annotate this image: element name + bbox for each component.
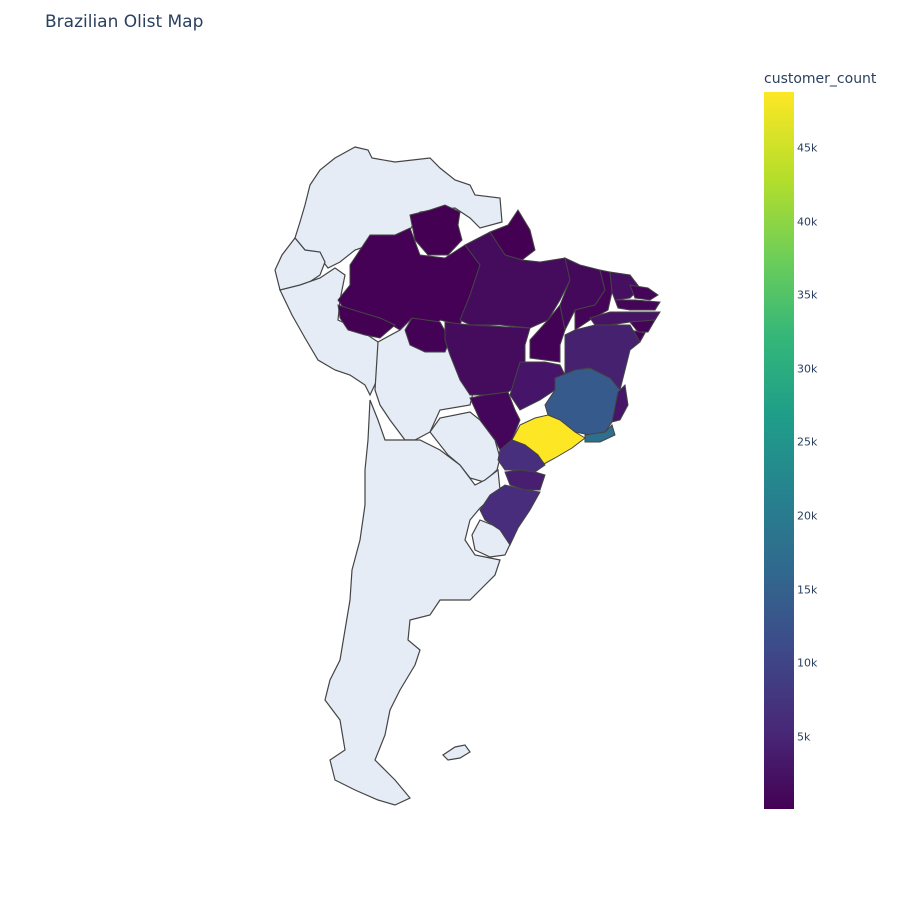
state-pb — [614, 299, 661, 311]
colorbar-tick: 30k — [797, 362, 818, 376]
state-rn — [629, 284, 659, 301]
state-al — [629, 319, 656, 333]
country-falklands — [442, 744, 471, 761]
colorbar-tick: 25k — [797, 435, 818, 449]
state-ac — [337, 304, 396, 339]
colorbar — [764, 92, 794, 809]
country-chile-argentina — [324, 399, 501, 806]
colorbar-tick: 5k — [797, 730, 811, 744]
state-rr — [409, 204, 463, 256]
state-am — [337, 227, 481, 331]
state-rs — [479, 484, 541, 547]
state-pr — [497, 439, 546, 473]
state-sc — [504, 469, 546, 491]
colorbar-title: customer_count — [764, 71, 877, 87]
colorbar-tick: 45k — [797, 141, 818, 155]
state-rj — [584, 424, 616, 443]
state-pa — [459, 231, 576, 329]
state-es — [611, 383, 629, 423]
state-ms — [469, 391, 521, 451]
brazil-states — [337, 204, 661, 547]
colorbar-tick: 20k — [797, 509, 818, 523]
colorbar-tick: 35k — [797, 288, 818, 302]
colorbar-tick: 15k — [797, 583, 818, 597]
state-ce — [609, 271, 641, 301]
neighbor-countries — [274, 146, 513, 806]
state-ro — [404, 317, 451, 353]
colorbar-tick: 10k — [797, 656, 818, 670]
colorbar-tick: 40k — [797, 215, 818, 229]
chart-title: Brazilian Olist Map — [45, 12, 204, 32]
